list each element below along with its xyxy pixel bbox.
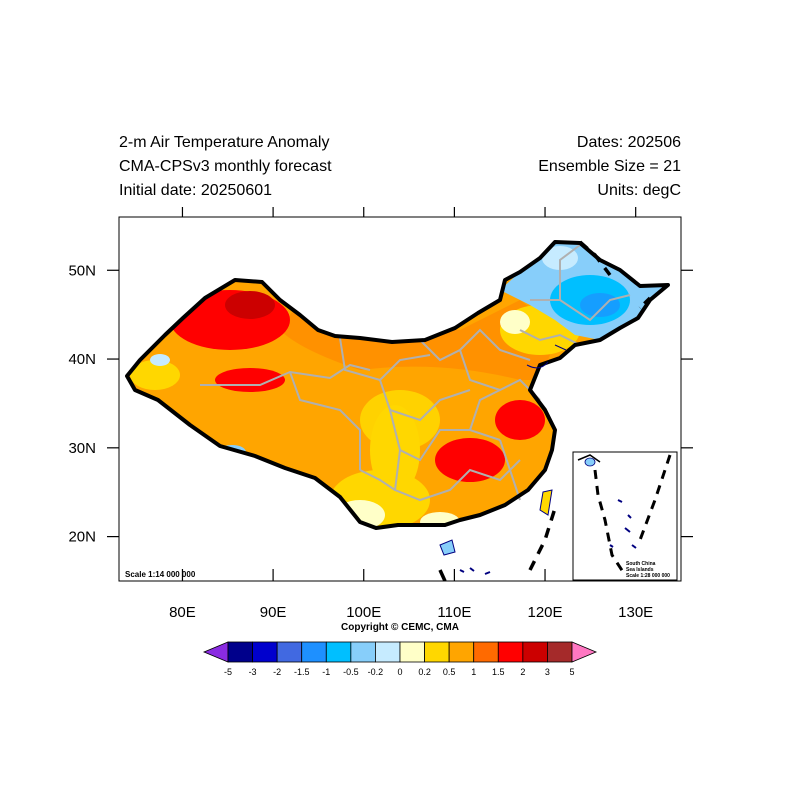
colorbar-level-label: -1.5 xyxy=(294,667,310,677)
map-frame xyxy=(118,216,682,582)
colorbar-level-label: 3 xyxy=(545,667,550,677)
inset-title-line2: Sea Islands xyxy=(626,567,654,573)
colorbar-box xyxy=(547,641,573,663)
china-boundary xyxy=(125,240,670,581)
colorbar-level-label: 1.5 xyxy=(492,667,505,677)
colorbar-box xyxy=(252,641,278,663)
map-scale-label: Scale 1:14 000 000 xyxy=(125,570,196,579)
colorbar-level-label: -0.5 xyxy=(343,667,359,677)
colorbar-box xyxy=(522,641,548,663)
x-tick-label: 120E xyxy=(528,604,563,621)
colorbar-level-label: -2 xyxy=(273,667,281,677)
y-tick-label: 50N xyxy=(68,262,96,279)
colorbar-box xyxy=(424,641,450,663)
forecast-dates: Dates: 202506 xyxy=(576,134,681,151)
colorbar-box xyxy=(227,641,253,663)
colorbar-box xyxy=(448,641,475,663)
colorbar-box xyxy=(375,641,401,663)
colorbar-level-label: 5 xyxy=(569,667,574,677)
longitude-axis: 80E 90E 100E 110E 120E 130E xyxy=(169,207,653,621)
colorbar-box xyxy=(399,641,425,663)
colorbar-box xyxy=(325,641,352,663)
inset-title-line1: South China xyxy=(626,561,656,567)
y-tick-label: 30N xyxy=(68,440,96,457)
y-tick-label: 40N xyxy=(68,351,96,368)
copyright-label: Copyright © CEMC, CMA xyxy=(341,622,459,633)
colorbar-level-label: 0.2 xyxy=(418,667,431,677)
units-label: Units: degC xyxy=(597,182,681,199)
colorbar-box xyxy=(473,641,499,663)
colorbar-level-label: 2 xyxy=(520,667,525,677)
y-tick-label: 20N xyxy=(68,529,96,546)
x-tick-label: 130E xyxy=(618,604,653,621)
chart-title: 2-m Air Temperature Anomaly xyxy=(119,134,330,151)
colorbar-level-label: -1 xyxy=(322,667,330,677)
x-tick-label: 90E xyxy=(260,604,287,621)
model-name: CMA-CPSv3 monthly forecast xyxy=(119,158,332,175)
province-borders xyxy=(200,244,631,502)
colorbar-high-arrow xyxy=(571,641,598,663)
colorbar-level-label: -5 xyxy=(224,667,232,677)
colorbar: -5 -3 -2 -1.5 -1 -0.5 -0.2 0 0.2 0.5 1 1.5 2 3 5 xyxy=(202,641,598,677)
latitude-axis: 20N 30N 40N 50N xyxy=(68,262,693,546)
colorbar-box xyxy=(497,641,524,663)
colorbar-box xyxy=(276,641,303,663)
initial-date: Initial date: 20250601 xyxy=(119,182,273,199)
inset-scale-label: Scale 1:28 000 000 xyxy=(626,573,670,579)
ensemble-size: Ensemble Size = 21 xyxy=(538,158,681,175)
colorbar-level-label: 1 xyxy=(471,667,476,677)
colorbar-low-arrow xyxy=(202,641,229,663)
x-tick-label: 110E xyxy=(437,604,471,621)
colorbar-level-label: 0.5 xyxy=(443,667,456,677)
x-tick-label: 80E xyxy=(169,604,196,621)
colorbar-level-label: -3 xyxy=(249,667,257,677)
south-china-sea-inset: South China Sea Islands Scale 1:28 000 0… xyxy=(572,451,678,581)
colorbar-level-label: -0.2 xyxy=(368,667,384,677)
x-tick-label: 100E xyxy=(346,604,381,621)
colorbar-box xyxy=(350,641,376,663)
colorbar-box xyxy=(301,641,327,663)
colorbar-level-label: 0 xyxy=(397,667,402,677)
